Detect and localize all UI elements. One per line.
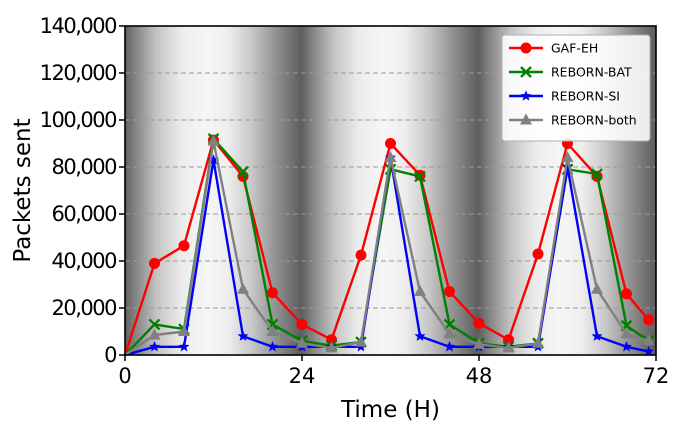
legend-item: GAF-EH xyxy=(509,41,598,56)
data-point xyxy=(562,161,573,172)
data-point xyxy=(414,330,426,341)
y-tick-label: 140,000 xyxy=(40,14,116,38)
series-reborn-both xyxy=(124,134,655,356)
series-gaf-eh xyxy=(123,134,655,356)
legend-item: REBORN-both xyxy=(509,113,637,128)
data-point xyxy=(237,165,249,178)
data-point xyxy=(385,138,396,149)
legend-marker xyxy=(520,66,532,78)
x-tick-label: 24 xyxy=(289,364,316,388)
data-point xyxy=(237,330,249,341)
legend-label: REBORN-both xyxy=(551,113,637,128)
data-point xyxy=(532,248,544,260)
data-point xyxy=(444,341,455,352)
series-lines xyxy=(123,132,655,357)
data-point xyxy=(355,335,367,347)
data-point xyxy=(148,328,161,340)
legend-item: REBORN-BAT xyxy=(509,65,632,80)
y-tick-label: 40,000 xyxy=(52,249,117,273)
y-tick-label: 20,000 xyxy=(52,296,117,320)
data-point xyxy=(267,341,278,352)
y-tick-label: 0 xyxy=(104,343,116,367)
data-point xyxy=(149,257,160,269)
y-tick-label: 120,000 xyxy=(40,61,116,85)
data-point xyxy=(443,327,456,339)
data-point xyxy=(591,282,603,294)
data-point xyxy=(621,288,632,300)
x-tick-label: 48 xyxy=(466,364,493,388)
data-point xyxy=(643,314,655,326)
data-point xyxy=(325,341,338,353)
legend-marker xyxy=(520,42,532,54)
legend: GAF-EH REBORN-BAT REBORN-SI REBORN-both xyxy=(501,34,651,142)
x-tick-label: 72 xyxy=(643,364,670,388)
legend-marker xyxy=(520,90,532,101)
data-point xyxy=(267,287,278,299)
data-point xyxy=(620,327,633,339)
data-point xyxy=(502,341,515,353)
plot-frame xyxy=(124,25,657,356)
y-tick-label: 100,000 xyxy=(40,108,116,132)
data-point xyxy=(149,341,160,352)
shade-band xyxy=(125,26,302,355)
data-point xyxy=(384,151,397,163)
data-point xyxy=(473,317,485,329)
data-point xyxy=(178,325,190,336)
data-point xyxy=(444,286,455,298)
data-point xyxy=(266,325,279,336)
data-point xyxy=(414,285,426,297)
y-tick-label: 60,000 xyxy=(52,202,117,226)
data-point xyxy=(296,336,308,348)
data-point xyxy=(532,336,544,348)
data-point xyxy=(473,337,485,349)
data-point xyxy=(208,154,219,165)
legend-box xyxy=(501,34,651,142)
legend-marker xyxy=(520,113,532,125)
shade-band xyxy=(302,26,479,355)
data-point xyxy=(148,318,161,331)
axis-ticks: 0 20,000 40,000 60,000 80,000 100,000 120,000 1… xyxy=(40,14,670,388)
data-point xyxy=(591,168,603,180)
legend-item: REBORN-SI xyxy=(509,89,620,104)
data-point xyxy=(178,240,190,252)
x-axis-title: Time (H) xyxy=(340,397,440,423)
data-point xyxy=(591,330,603,341)
data-point xyxy=(237,282,249,294)
x-tick-label: 0 xyxy=(118,364,131,388)
legend-label: REBORN-SI xyxy=(551,89,620,104)
y-tick-label: 80,000 xyxy=(52,155,117,179)
data-point xyxy=(643,345,655,357)
data-point xyxy=(296,318,308,330)
data-point xyxy=(561,151,574,163)
legend-label: GAF-EH xyxy=(551,41,598,56)
data-point xyxy=(642,334,655,346)
data-point xyxy=(414,170,426,183)
data-point xyxy=(355,249,367,261)
data-point xyxy=(178,341,190,352)
y-axis-title: Packets sent xyxy=(10,118,36,262)
legend-label: REBORN-BAT xyxy=(551,65,632,80)
data-point xyxy=(621,341,632,352)
data-point xyxy=(207,134,220,146)
